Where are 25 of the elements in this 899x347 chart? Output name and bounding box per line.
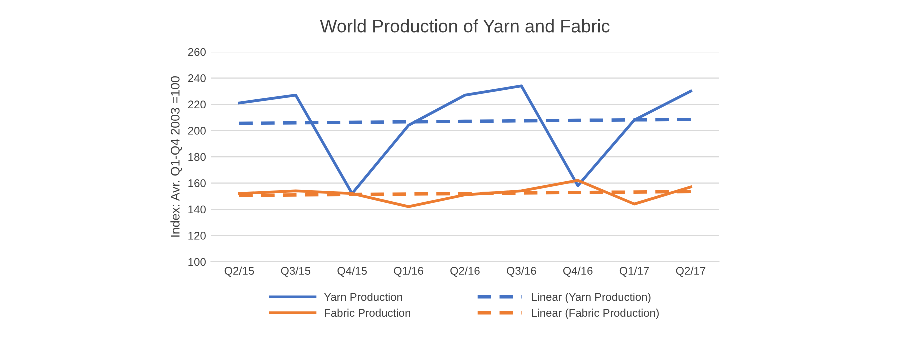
y-tick-label: 120	[188, 232, 206, 240]
y-tick-label: 140	[188, 206, 206, 214]
line-series	[238, 84, 692, 196]
y-tick-label: 180	[188, 153, 206, 162]
x-tick-label: Q2/16	[450, 266, 480, 277]
x-tick-label: Q3/16	[507, 266, 536, 277]
y-tick-label: 100	[188, 258, 206, 266]
x-tick-label: Q4/15	[338, 266, 368, 277]
x-tick-label: Q1/16	[394, 266, 424, 277]
legend-label: Fabric Production	[325, 308, 410, 318]
y-tick-label: 220	[188, 100, 206, 109]
x-tick-label: Q2/17	[676, 266, 706, 277]
legend-label: Linear (Fabric Production)	[532, 308, 659, 320]
y-axis-title: Index: Avr. Q1-Q4 2003 =100	[170, 76, 182, 237]
y-tick-label: 260	[188, 48, 206, 56]
x-tick-label: Q4/16	[564, 266, 593, 277]
x-tick-label: Q2/15	[224, 266, 254, 277]
legend-label: Linear (Yarn Production)	[532, 292, 651, 304]
y-tick-label: 200	[188, 127, 206, 135]
y-tick-label: 160	[188, 180, 206, 188]
x-tick-label: Q3/15	[281, 266, 311, 277]
x-tick-label: Q1/17	[620, 266, 650, 277]
y-tick-label: 240	[188, 74, 206, 82]
chart-title: World Production of Yarn and Fabric	[320, 20, 610, 33]
legend-label: Yarn Production	[324, 292, 402, 302]
